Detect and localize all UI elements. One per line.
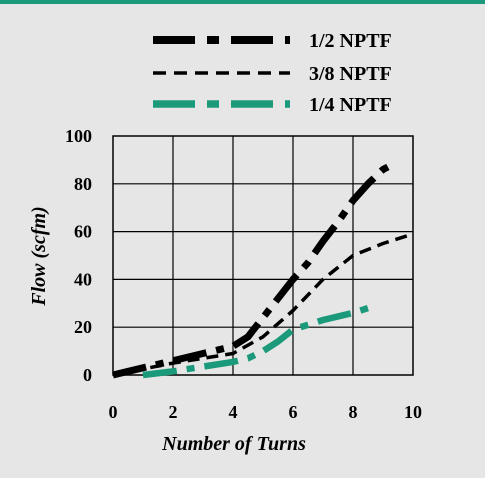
x-tick-label-0: 0 (109, 402, 118, 422)
legend-label-3-8-nptf: 3/8 NPTF (309, 63, 392, 85)
x-tick-label-8: 8 (349, 402, 358, 422)
x-tick-label-6: 6 (289, 402, 298, 422)
series-line-1-2-nptf (112, 161, 394, 379)
series-line-3-8-nptf (112, 232, 414, 377)
y-tick-label-80: 80 (74, 174, 92, 194)
x-tick-label-4: 4 (229, 402, 238, 422)
chart-legend: 1/2 NPTF 3/8 NPTF 1/4 NPTF (153, 30, 392, 116)
x-tick-label-2: 2 (169, 402, 178, 422)
plot-border (112, 135, 414, 376)
legend-label-1-4-nptf: 1/4 NPTF (309, 94, 392, 116)
x-tick-label-10: 10 (404, 402, 422, 422)
y-tick-label-0: 0 (83, 365, 92, 385)
chart-grid (112, 135, 414, 376)
y-tick-label-20: 20 (74, 317, 92, 337)
series-line-1-4-nptf (142, 305, 369, 379)
legend-label-1-2-nptf: 1/2 NPTF (309, 30, 392, 52)
y-axis-title: Flow (scfm) (28, 206, 50, 306)
y-tick-label-40: 40 (74, 269, 92, 289)
chart-series (112, 161, 414, 379)
y-tick-label-60: 60 (74, 222, 92, 242)
y-tick-label-100: 100 (65, 126, 92, 146)
x-axis-title: Number of Turns (161, 433, 306, 455)
